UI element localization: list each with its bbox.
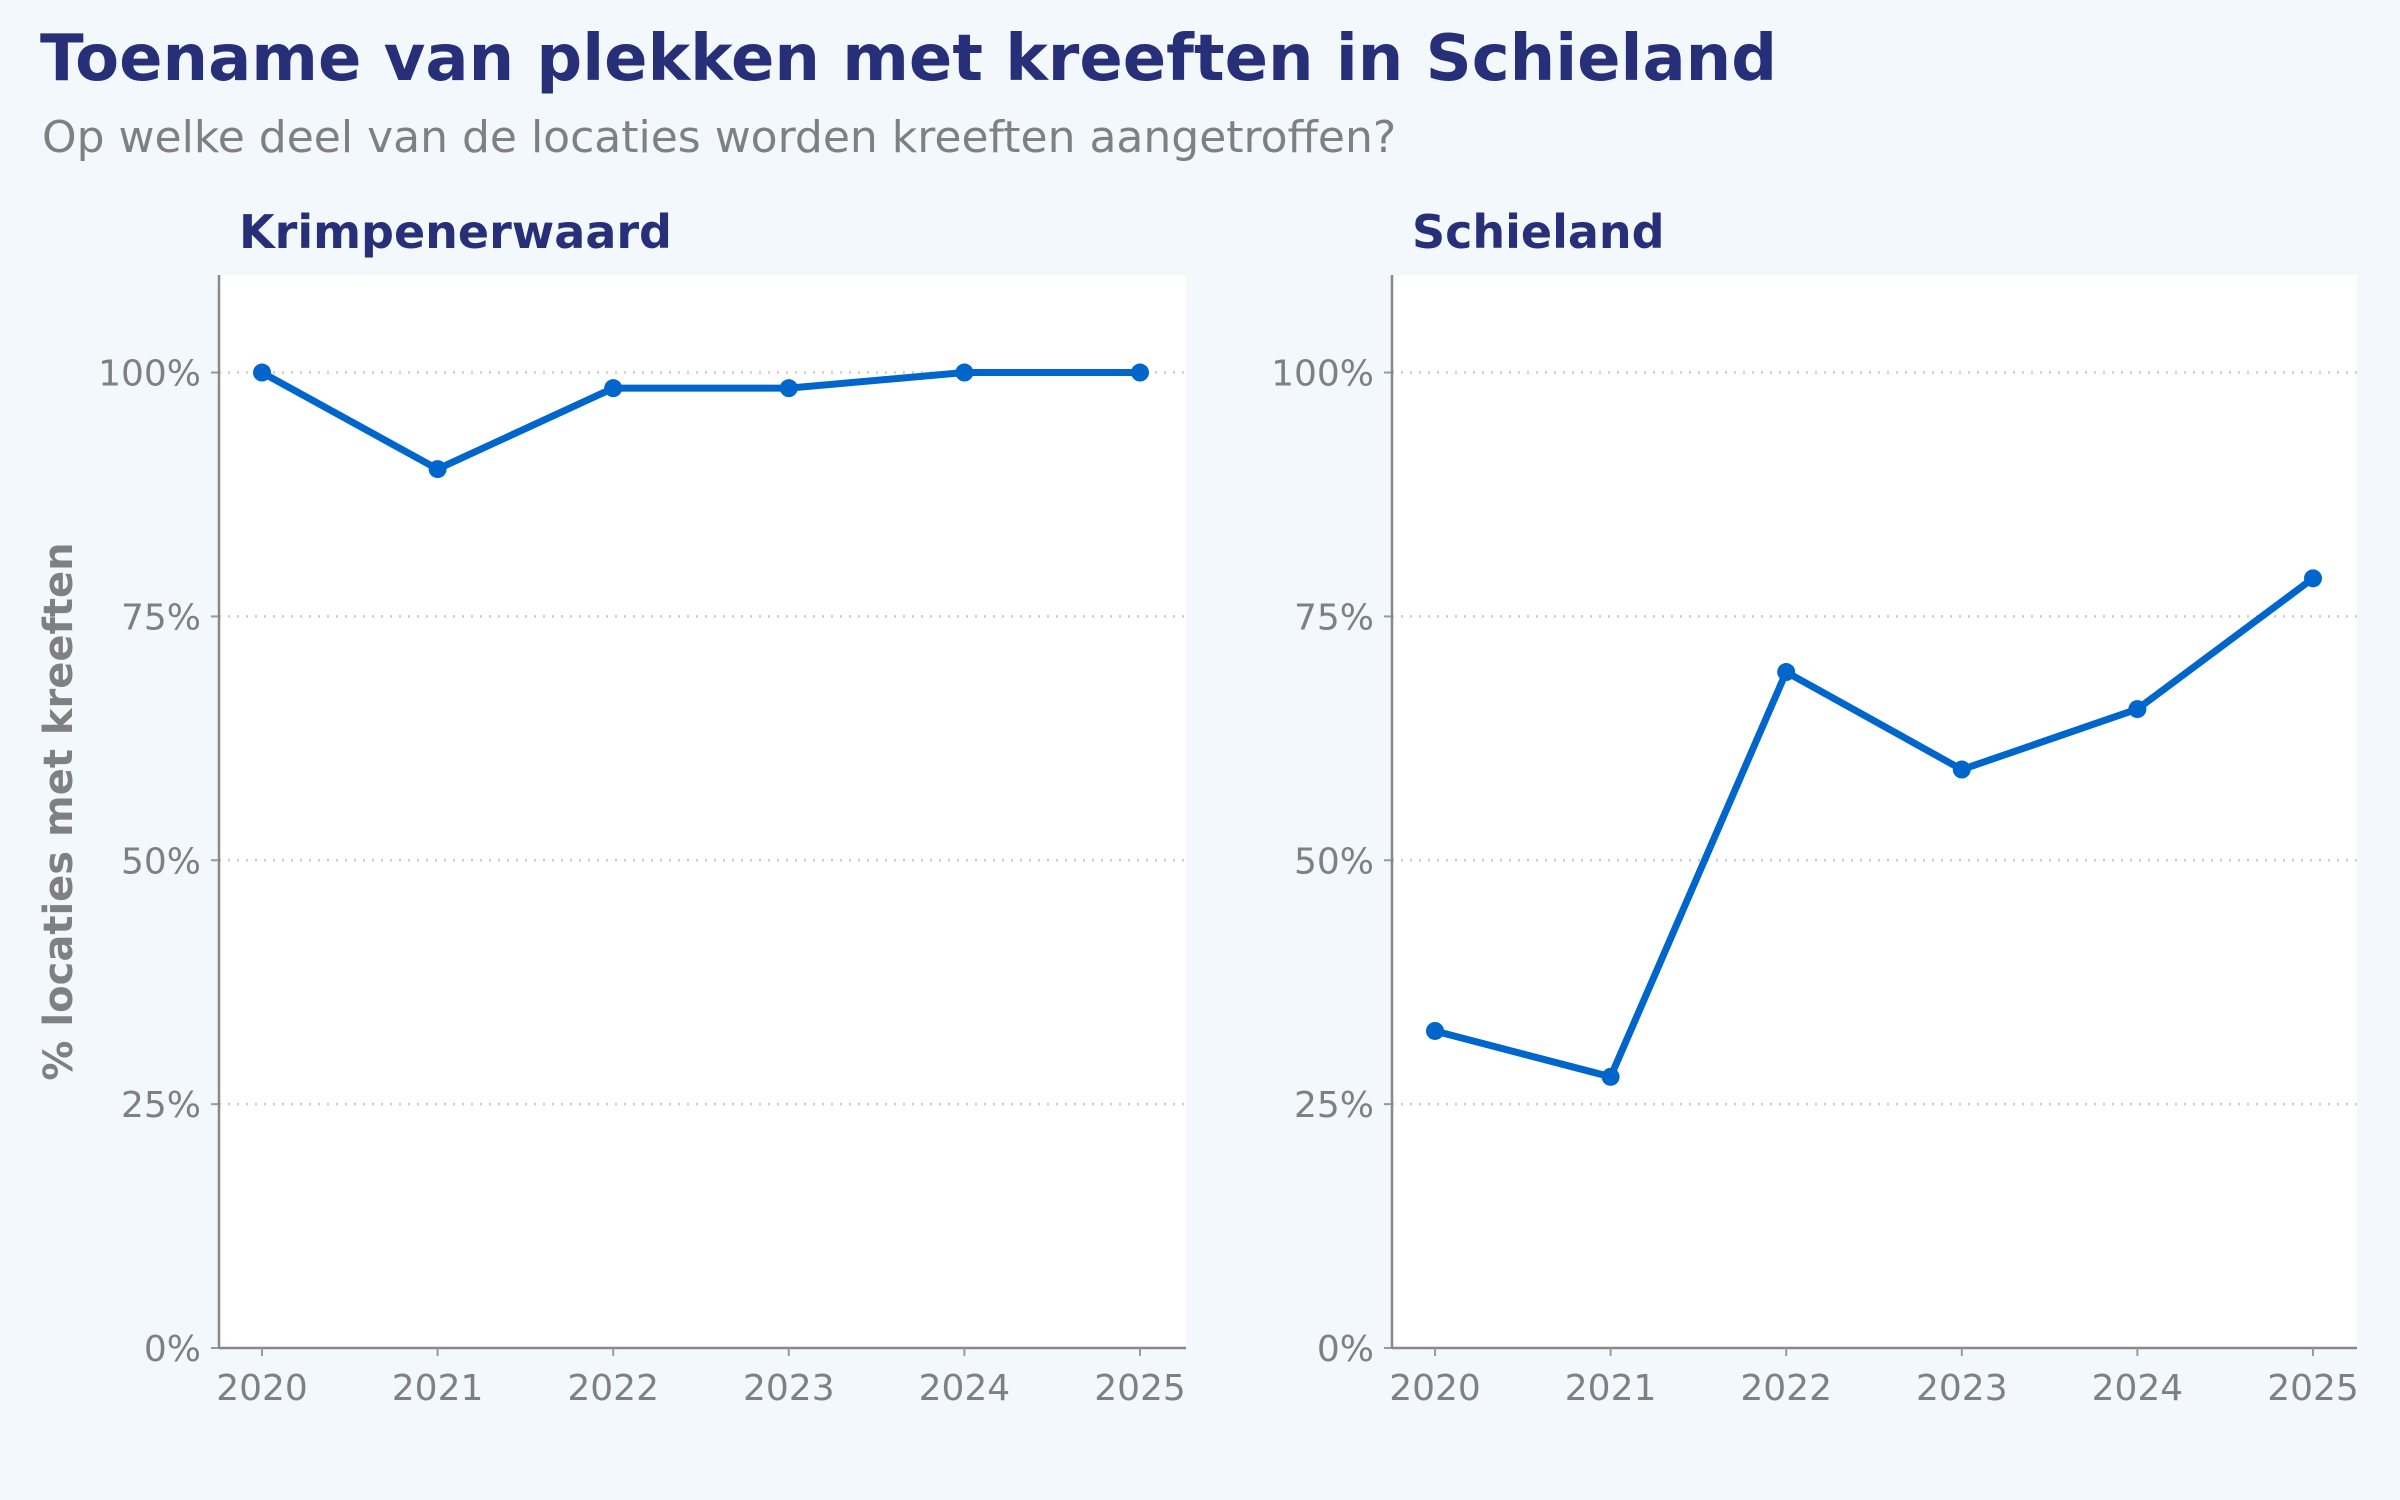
x-tick-label: 2021 [1565, 1368, 1657, 1409]
panel-schieland: Schieland 0% 25% 50% 75% 100% 2020 2021 2022 2023… [1271, 205, 2359, 1409]
x-tick-label: 2020 [1389, 1368, 1481, 1409]
x-tick-label: 2023 [1916, 1368, 2008, 1409]
data-point-2021 [1601, 1067, 1620, 1086]
y-tick-label: 50% [121, 841, 201, 882]
panel-title: Krimpenerwaard [239, 205, 672, 259]
chart-subtitle: Op welke deel van de locaties worden kre… [42, 112, 1397, 163]
x-tick-label: 2024 [2092, 1368, 2184, 1409]
x-tick-label: 2024 [919, 1368, 1011, 1409]
plot-background [1392, 275, 2357, 1348]
data-point-2025 [2304, 569, 2322, 588]
data-point-2023 [779, 379, 798, 398]
y-tick-label: 0% [144, 1329, 201, 1370]
x-tick-label: 2020 [216, 1368, 308, 1409]
y-tick-label: 50% [1294, 841, 1374, 882]
chart-title: Toename van plekken met kreeften in Schi… [40, 22, 1778, 96]
y-tick-label: 75% [1294, 597, 1374, 638]
data-point-2024 [955, 363, 974, 382]
data-point-2024 [2128, 700, 2147, 719]
panel-krimpenerwaard: Krimpenerwaard 0% 25% 50% 75% 100% 2020 2021 202… [36, 205, 1186, 1409]
series-line [1434, 575, 2316, 1081]
x-tick-label: 2025 [1094, 1368, 1186, 1409]
y-tick-label: 100% [98, 354, 201, 395]
y-tick-label: 75% [121, 597, 201, 638]
panel-title: Schieland [1412, 205, 1665, 259]
data-point-2020 [253, 363, 271, 382]
x-tick-label: 2022 [1740, 1368, 1832, 1409]
y-tick-label: 0% [1317, 1329, 1374, 1370]
series-line [260, 369, 1140, 473]
x-tick-label: 2022 [567, 1368, 659, 1409]
x-tick-label: 2023 [743, 1368, 835, 1409]
data-point-2022 [1777, 663, 1796, 682]
data-point-2022 [604, 379, 623, 398]
data-point-2020 [1426, 1021, 1444, 1040]
y-axis-label: % locaties met kreeften [36, 542, 82, 1080]
data-point-2023 [1952, 760, 1971, 779]
y-tick-label: 100% [1271, 354, 1374, 395]
y-tick-label: 25% [1294, 1085, 1374, 1126]
data-point-2025 [1131, 363, 1149, 382]
data-point-2021 [428, 460, 447, 479]
y-tick-label: 25% [121, 1085, 201, 1126]
x-tick-label: 2025 [2267, 1368, 2359, 1409]
plot-background [219, 275, 1186, 1348]
x-tick-label: 2021 [392, 1368, 484, 1409]
